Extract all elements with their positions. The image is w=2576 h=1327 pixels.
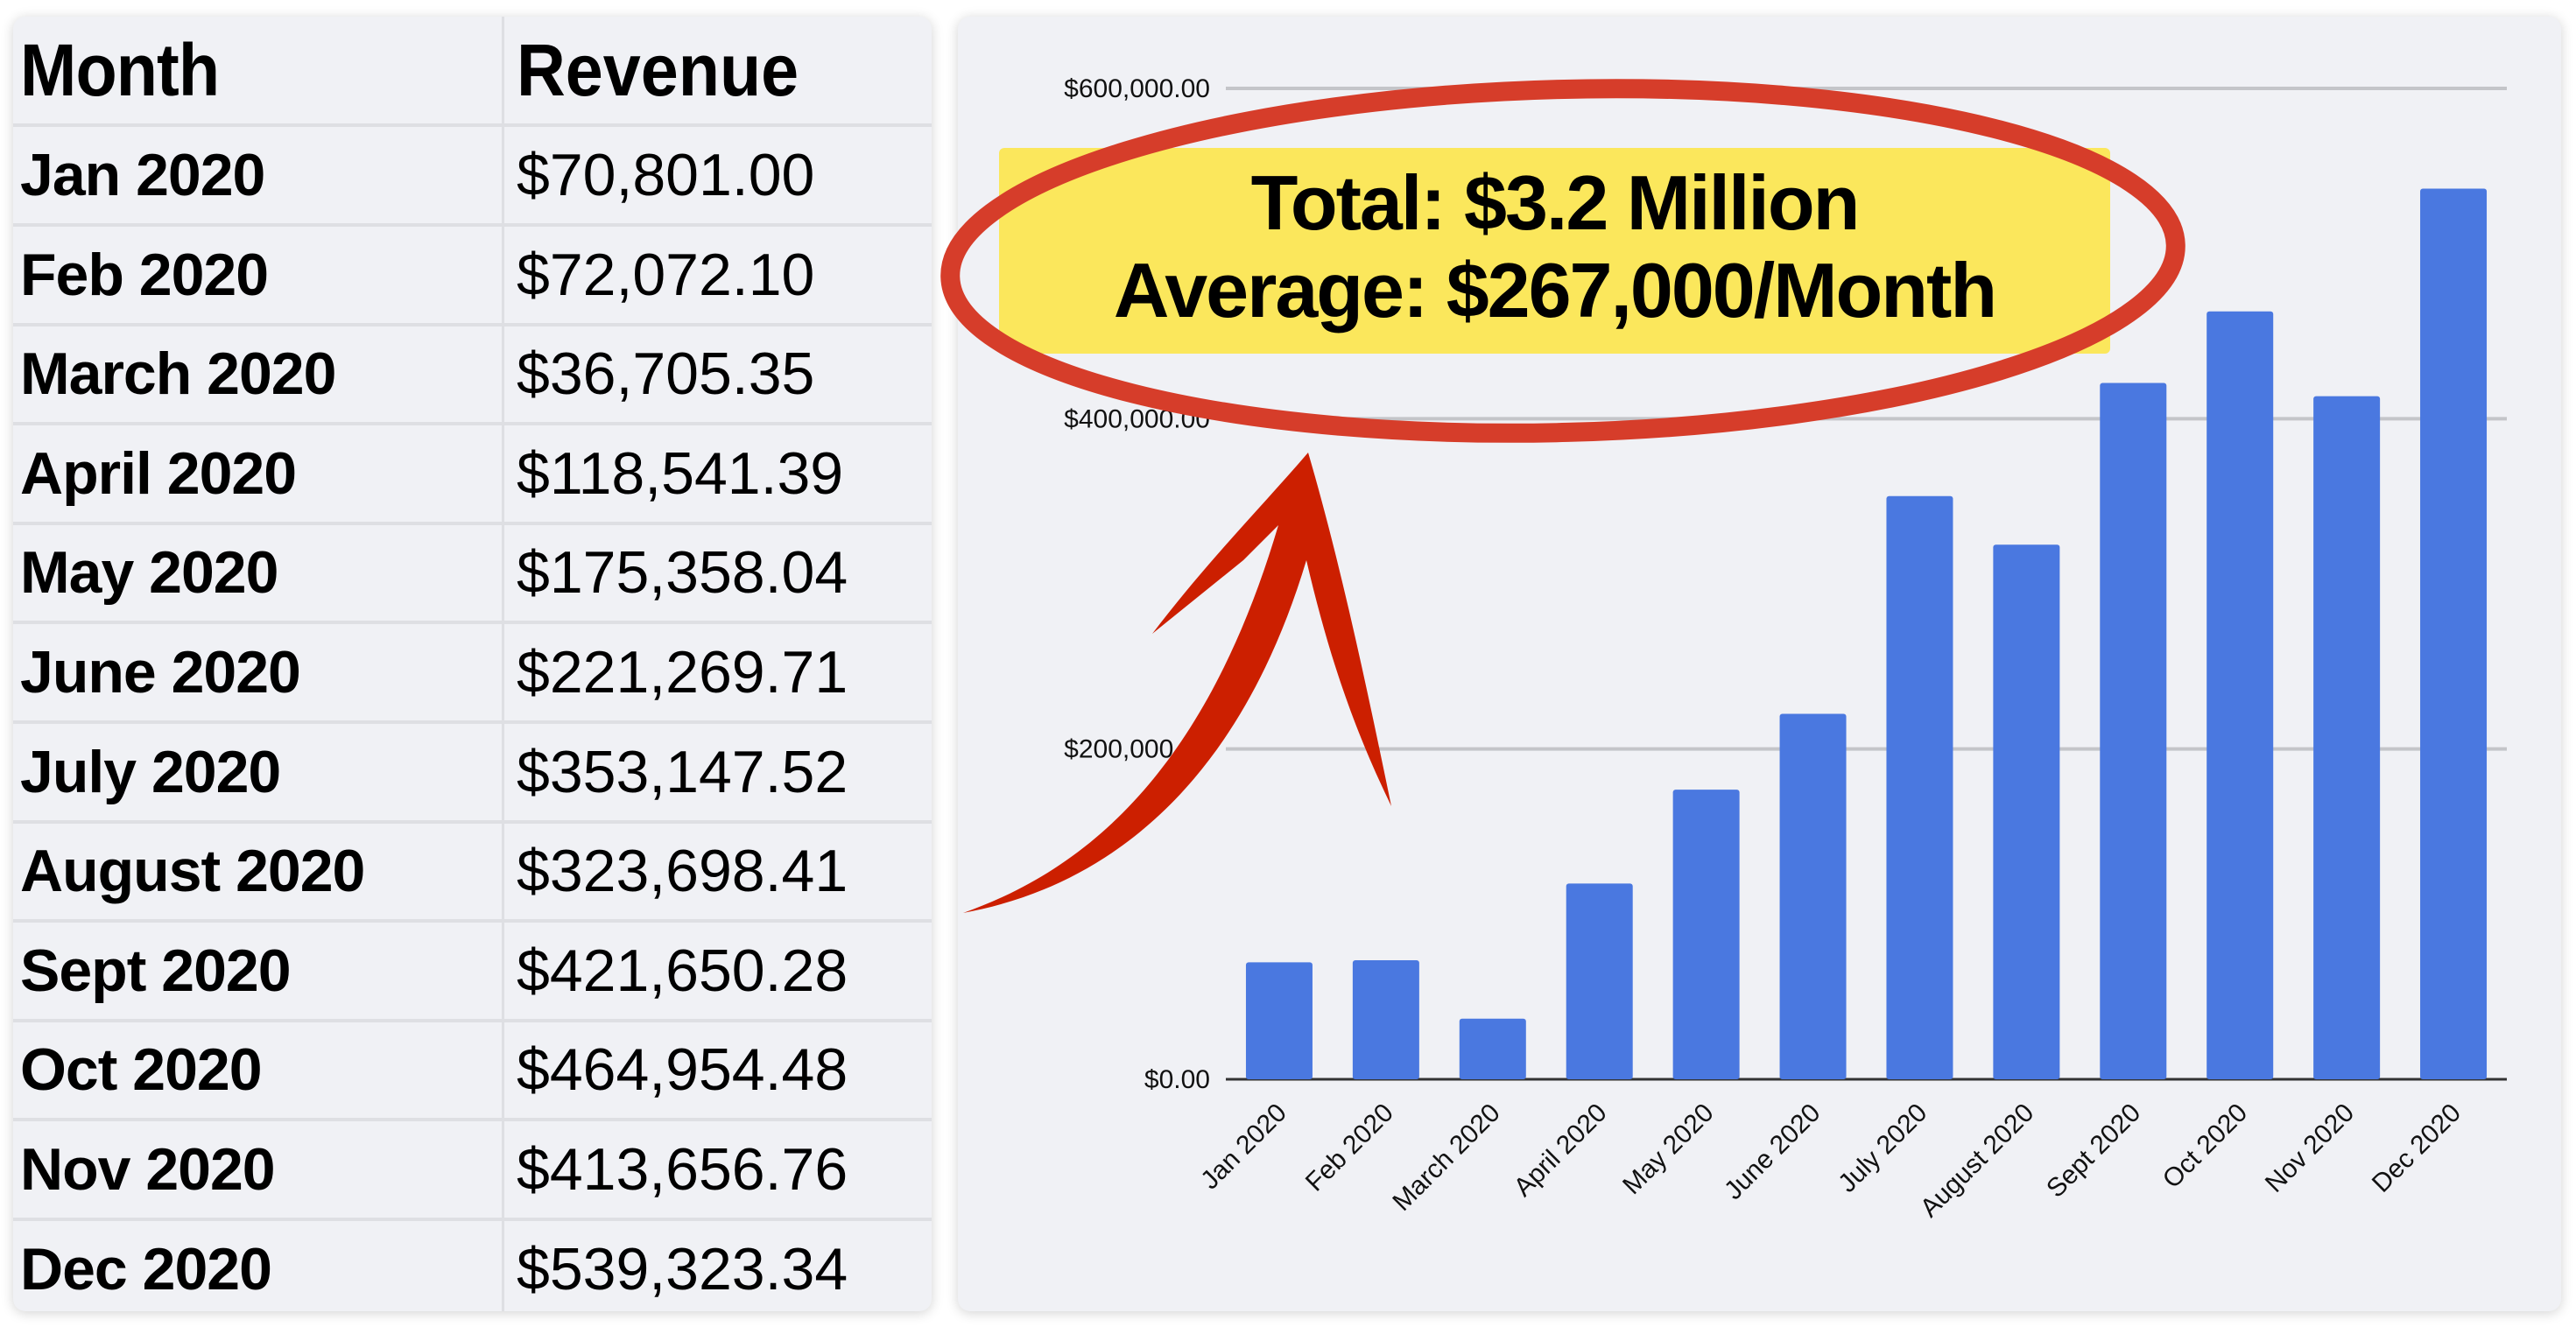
x-tick-label: Oct 2020 bbox=[2157, 1099, 2253, 1194]
month-cell: Feb 2020 bbox=[20, 241, 269, 308]
table-row: Sept 2020 $421,650.28 bbox=[13, 922, 932, 1022]
x-tick-label: July 2020 bbox=[1833, 1099, 1932, 1198]
month-cell: Dec 2020 bbox=[20, 1235, 272, 1302]
y-tick-label: $600,000.00 bbox=[1064, 74, 1210, 103]
x-tick-label: June 2020 bbox=[1719, 1099, 1826, 1205]
x-tick-label: March 2020 bbox=[1387, 1099, 1505, 1217]
month-cell: Nov 2020 bbox=[20, 1136, 276, 1203]
bar bbox=[1886, 495, 1953, 1079]
bar bbox=[1672, 790, 1740, 1079]
bar bbox=[1566, 883, 1633, 1079]
bar bbox=[1352, 960, 1419, 1079]
table-row: Dec 2020 $539,323.34 bbox=[13, 1220, 932, 1311]
revenue-cell: $464,954.48 bbox=[502, 1022, 931, 1119]
header-month: Month bbox=[20, 28, 220, 111]
revenue-cell: $323,698.41 bbox=[502, 823, 931, 920]
revenue-cell: $221,269.71 bbox=[502, 624, 931, 720]
x-tick-label: Jan 2020 bbox=[1195, 1099, 1292, 1196]
bar bbox=[1779, 713, 1847, 1079]
table-row: July 2020 $353,147.52 bbox=[13, 723, 932, 824]
table-header-row: Month Revenue bbox=[13, 17, 932, 127]
x-tick-label: Nov 2020 bbox=[2260, 1099, 2360, 1198]
bar bbox=[1993, 544, 2060, 1079]
x-tick-label: Feb 2020 bbox=[1300, 1099, 1399, 1197]
table-row: June 2020 $221,269.71 bbox=[13, 624, 932, 724]
y-tick-label: $0.00 bbox=[1144, 1065, 1210, 1094]
revenue-cell: $413,656.76 bbox=[502, 1121, 931, 1218]
revenue-cell: $353,147.52 bbox=[502, 723, 931, 820]
bar bbox=[2100, 383, 2167, 1080]
table-row: March 2020 $36,705.35 bbox=[13, 326, 932, 426]
callout-total: Total: $3.2 Million bbox=[1250, 159, 1861, 246]
revenue-table: Month Revenue Jan 2020 $70,801.00 Feb 202… bbox=[13, 17, 932, 1311]
summary-callout: Total: $3.2 Million Average: $267,000/Mo… bbox=[999, 148, 2110, 354]
month-cell: March 2020 bbox=[20, 341, 336, 408]
month-cell: June 2020 bbox=[20, 639, 301, 706]
table-row: May 2020 $175,358.04 bbox=[13, 524, 932, 625]
callout-average: Average: $267,000/Month bbox=[1113, 247, 1997, 334]
revenue-cell: $36,705.35 bbox=[502, 326, 931, 423]
month-cell: Sept 2020 bbox=[20, 937, 292, 1004]
x-tick-label: August 2020 bbox=[1915, 1099, 2039, 1223]
bar bbox=[1459, 1018, 1526, 1079]
bar bbox=[1245, 962, 1313, 1079]
revenue-cell: $72,072.10 bbox=[502, 226, 931, 323]
header-revenue-cell: Revenue bbox=[502, 17, 931, 123]
table-row: April 2020 $118,541.39 bbox=[13, 425, 932, 525]
bar bbox=[2206, 311, 2274, 1079]
revenue-cell: $70,801.00 bbox=[502, 127, 931, 223]
table-row: August 2020 $323,698.41 bbox=[13, 823, 932, 923]
x-tick-label: April 2020 bbox=[1509, 1099, 1613, 1203]
month-cell: May 2020 bbox=[20, 539, 278, 607]
bar bbox=[2420, 188, 2488, 1080]
table-row: Oct 2020 $464,954.48 bbox=[13, 1022, 932, 1122]
revenue-cell: $175,358.04 bbox=[502, 524, 931, 621]
revenue-cell: $539,323.34 bbox=[502, 1220, 931, 1311]
month-cell: July 2020 bbox=[20, 738, 281, 805]
x-tick-label: May 2020 bbox=[1617, 1099, 1719, 1200]
header-revenue: Revenue bbox=[517, 28, 799, 111]
revenue-cell: $421,650.28 bbox=[502, 922, 931, 1019]
x-tick-label: Sept 2020 bbox=[2041, 1099, 2146, 1204]
revenue-cell: $118,541.39 bbox=[502, 425, 931, 522]
x-tick-label: Dec 2020 bbox=[2367, 1099, 2467, 1198]
month-cell: Oct 2020 bbox=[20, 1036, 263, 1104]
table-row: Nov 2020 $413,656.76 bbox=[13, 1121, 932, 1221]
table-row: Jan 2020 $70,801.00 bbox=[13, 127, 932, 227]
y-tick-label: $400,000.00 bbox=[1064, 404, 1210, 433]
month-cell: August 2020 bbox=[20, 838, 365, 905]
table-row: Feb 2020 $72,072.10 bbox=[13, 226, 932, 326]
bar bbox=[2313, 396, 2381, 1079]
month-cell: Jan 2020 bbox=[20, 142, 265, 208]
month-cell: April 2020 bbox=[20, 439, 297, 507]
y-tick-label: $200,000.00 bbox=[1064, 735, 1210, 764]
